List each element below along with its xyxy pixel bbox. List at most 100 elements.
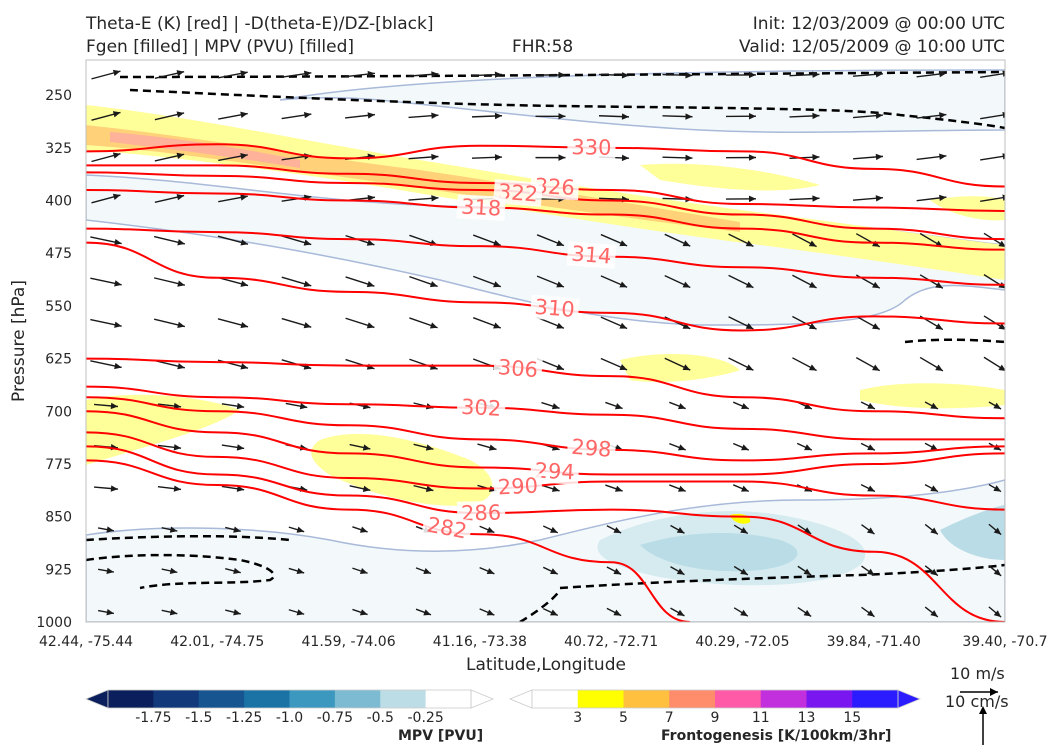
x-axis-label: Latitude,Longitude (466, 655, 626, 675)
wind-vector-head (872, 281, 880, 289)
stability-contour-lower-2 (86, 553, 275, 590)
wind-vector-head (745, 364, 754, 371)
wind-vector-head (236, 402, 245, 410)
colorbar-tick-label: -1.0 (276, 710, 303, 726)
wind-vector-head (804, 444, 812, 451)
wind-vector-head (866, 527, 875, 535)
wind-vector-head (240, 194, 248, 201)
wind-vector-head (176, 194, 185, 201)
colorbar-tick-label: 9 (711, 710, 720, 726)
theta-e-label: 310 (534, 295, 576, 322)
wind-vector-head (362, 444, 371, 451)
wind-vectors (90, 69, 1005, 618)
forecast-hour: FHR:58 (512, 37, 574, 57)
colorbar-extend-right (897, 689, 922, 709)
colorbar-extend-right (470, 689, 495, 709)
wind-vector-head (939, 112, 947, 119)
x-tick-label: 41.16, -73.38 (433, 634, 527, 650)
colorbar-outline (531, 689, 899, 709)
wind-vector-head (748, 71, 756, 79)
wind-vector-head (866, 609, 875, 617)
theta-e-contour (86, 143, 1005, 188)
wind-vector-head (106, 567, 114, 575)
wind-vector-head (177, 321, 185, 328)
x-tick-label: 41.59, -74.06 (302, 634, 396, 650)
theta-e-label: 290 (497, 473, 538, 499)
wind-vector-head (550, 609, 558, 616)
wind-vector-head (812, 71, 820, 78)
theta-e-label: 302 (461, 395, 502, 421)
wind-vector-head (299, 403, 308, 410)
wind-vector-head (550, 526, 558, 533)
wind-vector-head (366, 280, 375, 288)
theta-e-contour (86, 357, 1005, 420)
wind-vector-head (366, 239, 375, 246)
wind-vector-head (935, 281, 943, 289)
wind-vector-head (169, 526, 178, 533)
fgen-band-upper-peak (110, 132, 300, 168)
theta-e-label-bg (421, 511, 473, 545)
reference-vertical-arrow-head (979, 706, 987, 714)
wind-vector-head (935, 323, 943, 330)
wind-vector-head (935, 364, 943, 371)
theta-e-contour (86, 385, 1005, 441)
wind-vector-head (303, 111, 312, 119)
wind-vector-head (621, 154, 629, 162)
colorbar-swatch (623, 690, 670, 708)
wind-vector-head (431, 112, 439, 119)
wind-vector-head (875, 195, 883, 202)
colorbar-tick-label: 15 (843, 710, 861, 726)
y-tick-label: 325 (45, 141, 72, 157)
theta-e-label: 298 (571, 435, 613, 462)
wind-vector-head (296, 526, 305, 533)
colorbar-tick-label: -0.25 (408, 710, 444, 726)
colorbar-swatch (715, 690, 762, 708)
init-time: Init: 12/03/2009 @ 00:00 UTC (752, 14, 1005, 34)
wind-vector-head (676, 527, 685, 534)
wind-vector-head (173, 485, 182, 492)
colorbar-swatch (244, 690, 290, 708)
wind-vector-head (177, 280, 185, 287)
wind-vector-head (486, 568, 495, 575)
colorbar-swatch (334, 690, 381, 708)
wind-vector-head (872, 364, 880, 371)
wind-vector-head (1002, 111, 1005, 119)
wind-vector-head (367, 70, 375, 78)
colorbar-swatch (577, 690, 624, 708)
wind-vector-head (875, 153, 883, 161)
colorbar-swatch (380, 690, 427, 708)
wind-vector-head (429, 281, 438, 288)
wind-vector-head (303, 280, 312, 287)
mpv-fill-deeper (640, 533, 798, 572)
wind-vector-head (808, 364, 817, 371)
wind-vector-head (240, 152, 248, 160)
wind-vector-head (812, 195, 820, 202)
wind-vector-head (930, 402, 938, 409)
wind-vector-head (558, 154, 566, 161)
wind-vector-head (993, 610, 1002, 618)
wind-vector-head (1002, 70, 1005, 77)
wind-vector-head (803, 568, 812, 576)
wind-vector-head (1002, 194, 1005, 201)
wind-vector-head (682, 281, 691, 288)
wind-vector-head (240, 280, 249, 287)
wind-vector-head (930, 527, 938, 535)
wind-vector-head (494, 154, 502, 161)
wind-vector-head (685, 72, 693, 79)
reference-wind-label: 10 m/s (950, 664, 1005, 683)
fgen-patch-2 (930, 196, 1005, 221)
colorbar-swatch (153, 690, 200, 708)
wind-vector-head (236, 444, 245, 451)
wind-vector-head (173, 402, 182, 410)
wind-vector-head (930, 568, 938, 576)
colorbar-tick-label: 11 (752, 710, 770, 726)
wind-vector-head (678, 485, 686, 492)
wind-vector-head (366, 322, 375, 329)
colorbar-swatch (532, 690, 579, 708)
wind-vector-head (169, 567, 178, 575)
wind-vector-head (431, 71, 439, 78)
wind-vector-head (676, 609, 685, 616)
wind-vector-head (808, 240, 817, 247)
wind-vector-head (425, 444, 434, 451)
colorbar-swatch (108, 690, 154, 708)
